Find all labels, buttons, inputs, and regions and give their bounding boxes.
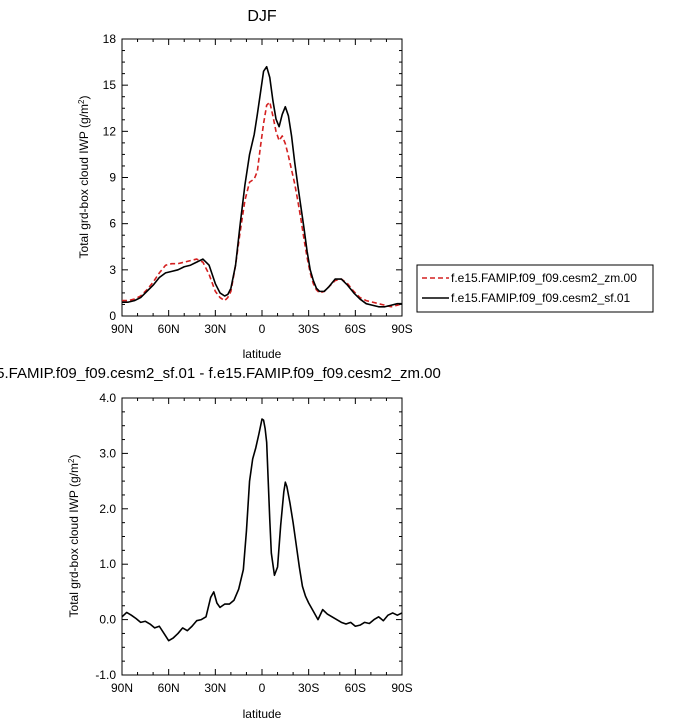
y-tick-label: 0	[109, 309, 116, 323]
y-tick-label: 2.0	[99, 502, 116, 516]
series-lines	[121, 418, 403, 642]
y-tick-label: 18	[103, 32, 117, 46]
x-tick-label: 60S	[345, 681, 366, 695]
x-axis-label: latitude	[243, 707, 282, 721]
series-line-1	[122, 65, 402, 308]
x-tick-label: 30S	[298, 322, 319, 336]
y-axis-label: Total grd-box cloud IWP (g/m2)	[77, 96, 91, 259]
y-axis-ticks: 0 3 6 9 12 15 18	[103, 32, 402, 323]
x-tick-label: 30N	[204, 322, 226, 336]
y-axis-ticks: -1.0 0.0 1.0 2.0 3.0 4.0	[95, 391, 402, 682]
y-tick-label: 6	[109, 217, 116, 231]
legend-label-sf: f.e15.FAMIP.f09_f09.cesm2_sf.01	[451, 291, 631, 305]
chart-title: f.e15.FAMIP.f09_f09.cesm2_sf.01 - f.e15.…	[0, 365, 441, 382]
y-tick-label: 3	[109, 263, 116, 277]
legend: f.e15.FAMIP.f09_f09.cesm2_zm.00 f.e15.FA…	[416, 264, 654, 313]
y-tick-label: 15	[103, 78, 117, 92]
x-tick-label: 30N	[204, 681, 226, 695]
x-tick-label: 0	[259, 681, 266, 695]
y-tick-label: 9	[109, 171, 116, 185]
series-line-0	[122, 101, 403, 308]
series-line-0	[121, 418, 403, 642]
panel-top: DJF 0 3 6 9 12 15 18 90N 60N 30N 0 30S 60S 90S latit…	[77, 8, 654, 361]
y-axis-label: Total grd-box cloud IWP (g/m2)	[67, 455, 81, 618]
x-tick-label: 90N	[111, 681, 133, 695]
y-tick-label: 12	[103, 124, 117, 138]
chart-title: DJF	[247, 8, 277, 25]
y-tick-label: 4.0	[99, 391, 116, 405]
x-tick-label: 60N	[158, 681, 180, 695]
series-lines	[122, 65, 403, 308]
x-tick-label: 60N	[158, 322, 180, 336]
x-axis-ticks: 90N 60N 30N 0 30S 60S 90S	[111, 398, 413, 695]
x-axis-label: latitude	[243, 347, 282, 361]
x-tick-label: 90N	[111, 322, 133, 336]
y-tick-label: 0.0	[99, 613, 116, 627]
x-tick-label: 30S	[298, 681, 319, 695]
y-tick-label: -1.0	[95, 668, 116, 682]
legend-label-zm: f.e15.FAMIP.f09_f09.cesm2_zm.00	[451, 271, 637, 285]
y-tick-label: 3.0	[99, 446, 116, 460]
x-axis-ticks: 90N 60N 30N 0 30S 60S 90S	[111, 39, 413, 336]
legend-box	[416, 264, 654, 313]
y-tick-label: 1.0	[99, 557, 116, 571]
x-tick-label: 0	[259, 322, 266, 336]
x-tick-label: 90S	[391, 681, 412, 695]
panel-bottom: f.e15.FAMIP.f09_f09.cesm2_sf.01 - f.e15.…	[0, 365, 441, 721]
x-tick-label: 60S	[345, 322, 366, 336]
x-tick-label: 90S	[391, 322, 412, 336]
